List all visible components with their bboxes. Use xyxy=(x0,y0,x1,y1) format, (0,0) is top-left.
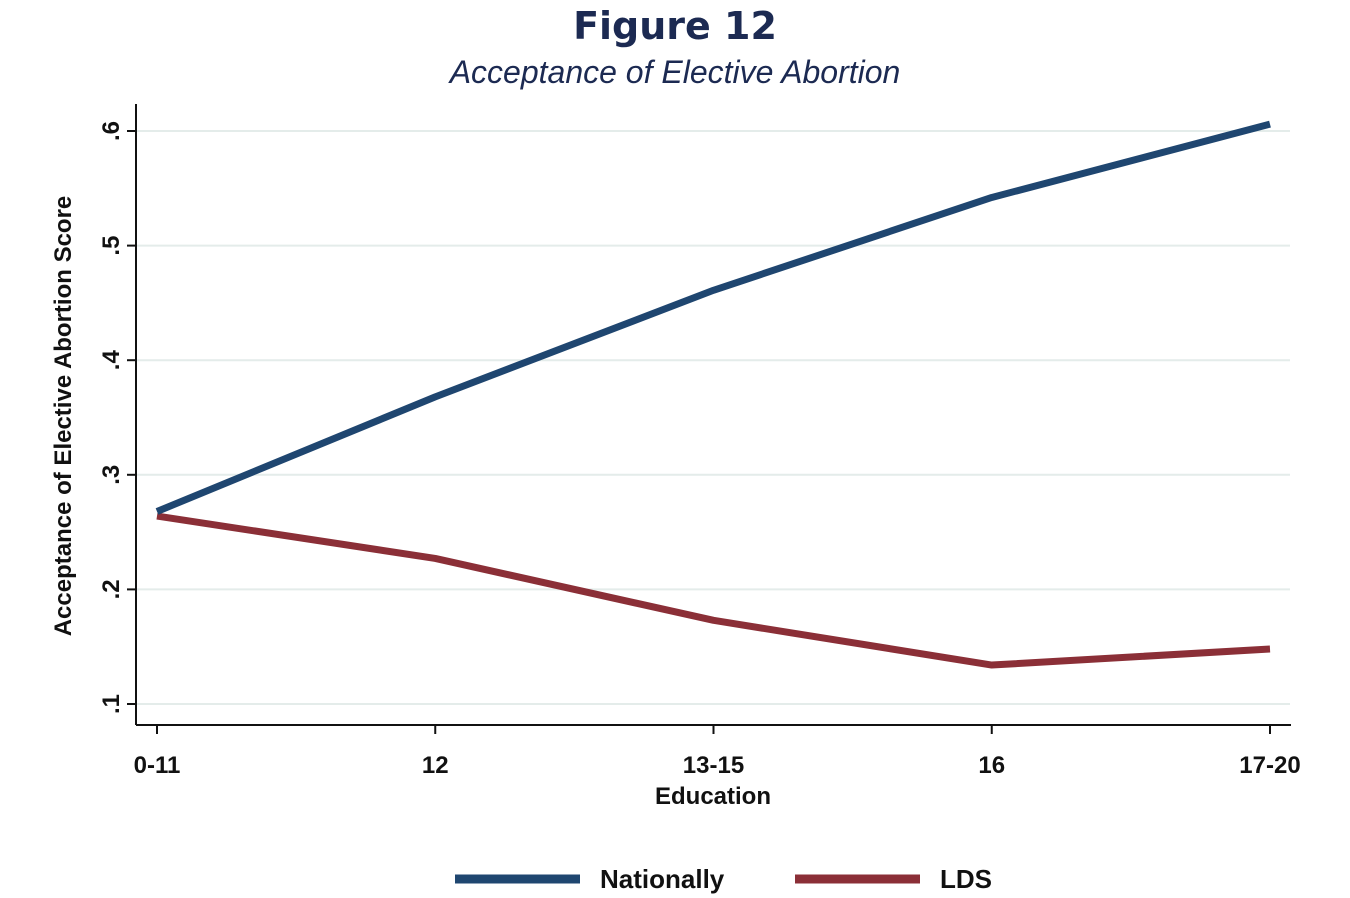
gridlines xyxy=(137,130,1290,705)
series-line-nationally xyxy=(155,120,1271,515)
y-tick-label: .1 xyxy=(98,694,125,714)
x-tick-label: 12 xyxy=(422,752,449,779)
series-lines xyxy=(155,120,1271,669)
x-axis-title: Education xyxy=(655,783,771,810)
x-tick-label: 13-15 xyxy=(683,752,744,779)
y-tick-label: .4 xyxy=(98,350,125,371)
x-tick-label: 17-20 xyxy=(1239,752,1300,779)
y-tick-label: .3 xyxy=(98,465,125,485)
x-tick-label: 16 xyxy=(978,752,1005,779)
figure-subtitle: Acceptance of Elective Abortion xyxy=(449,54,901,90)
legend-label-nationally: Nationally xyxy=(600,864,725,894)
axes: .1 .2 .3 .4 .5 .6 0-11 12 13-15 16 17-20 xyxy=(98,104,1301,779)
y-axis-title: Acceptance of Elective Abortion Score xyxy=(50,196,77,637)
y-tick-label: .5 xyxy=(98,236,125,256)
y-tick-label: .2 xyxy=(98,579,125,599)
series-line-lds xyxy=(156,512,1271,669)
legend: Nationally LDS xyxy=(455,864,992,894)
legend-label-lds: LDS xyxy=(940,864,992,894)
x-tick-label: 0-11 xyxy=(134,752,181,779)
y-tick-label: .6 xyxy=(98,121,125,141)
figure-title: Figure 12 xyxy=(573,4,777,48)
